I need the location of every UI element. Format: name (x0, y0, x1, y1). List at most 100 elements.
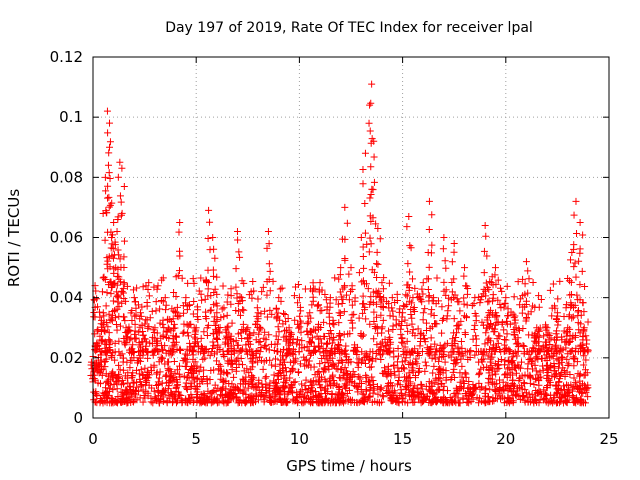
background-point (304, 331, 312, 339)
background-point (400, 365, 408, 373)
background-point (258, 288, 266, 296)
background-point (464, 384, 472, 392)
background-point (224, 348, 232, 356)
data-point (159, 333, 167, 341)
background-point (386, 388, 394, 396)
background-point (246, 392, 254, 400)
data-point (91, 359, 99, 367)
background-point (511, 362, 519, 370)
data-point (99, 309, 107, 317)
data-point (176, 312, 184, 320)
background-point (217, 362, 225, 370)
data-point (162, 306, 170, 314)
data-point (403, 292, 411, 300)
background-point (277, 369, 285, 377)
background-point (393, 290, 401, 298)
data-point (117, 211, 125, 219)
data-point (122, 338, 130, 346)
data-point (562, 338, 570, 346)
background-point (480, 364, 488, 372)
data-point (172, 332, 180, 340)
background-point (494, 361, 502, 369)
background-point (136, 375, 144, 383)
background-point (272, 385, 280, 393)
data-point (335, 309, 343, 317)
data-point (480, 247, 488, 255)
data-point (95, 345, 103, 353)
background-point (254, 358, 262, 366)
data-point (428, 241, 436, 249)
data-point (369, 186, 377, 194)
background-point (200, 390, 208, 398)
data-point (315, 320, 322, 328)
background-point (174, 388, 182, 396)
data-point (118, 299, 126, 307)
data-point (427, 249, 435, 257)
data-point (503, 317, 511, 325)
background-point (138, 346, 146, 354)
background-point (219, 397, 227, 405)
data-point (272, 332, 280, 340)
background-point (546, 340, 554, 348)
background-point (369, 355, 377, 363)
background-point (90, 388, 98, 396)
background-point (416, 330, 424, 338)
background-point (213, 357, 221, 365)
background-point (378, 398, 386, 406)
data-point (116, 192, 124, 200)
background-point (370, 380, 378, 388)
data-point (481, 221, 489, 229)
data-point (104, 161, 112, 169)
data-point (491, 271, 499, 279)
data-point (100, 274, 108, 282)
background-point (294, 368, 302, 376)
data-point (409, 306, 417, 314)
data-point (347, 287, 355, 295)
background-point (248, 294, 256, 302)
background-point (503, 399, 511, 407)
data-point (419, 279, 427, 287)
data-point (175, 228, 183, 236)
background-point (279, 320, 287, 328)
background-point (237, 380, 245, 388)
data-point (103, 209, 111, 217)
background-point (279, 352, 287, 360)
background-point (510, 293, 518, 301)
data-point (503, 330, 511, 338)
background-point (558, 358, 566, 366)
data-point (213, 317, 221, 325)
background-point (384, 379, 392, 387)
background-point (199, 373, 207, 381)
background-point (418, 348, 426, 356)
background-point (384, 370, 392, 378)
background-point (461, 369, 469, 377)
data-point (203, 324, 211, 332)
data-point (296, 317, 304, 325)
background-point (103, 377, 111, 385)
background-point (344, 397, 352, 405)
data-point (143, 316, 151, 324)
background-point (330, 376, 338, 384)
background-point (197, 363, 205, 371)
data-point (343, 219, 351, 227)
background-point (284, 315, 292, 323)
background-point (493, 380, 501, 388)
x-tick-label: 25 (599, 430, 618, 448)
background-point (303, 343, 311, 351)
data-point (485, 286, 493, 294)
background-point (189, 368, 197, 376)
background-point (449, 368, 457, 376)
background-point (507, 397, 515, 405)
background-point (327, 399, 335, 407)
background-point (366, 348, 374, 356)
data-point (347, 264, 355, 272)
data-point (263, 278, 271, 286)
data-point (582, 340, 590, 348)
background-point (411, 392, 419, 400)
data-point (363, 240, 371, 248)
background-point (183, 358, 191, 366)
background-point (332, 296, 340, 304)
background-point (405, 369, 413, 377)
data-point (579, 332, 587, 340)
